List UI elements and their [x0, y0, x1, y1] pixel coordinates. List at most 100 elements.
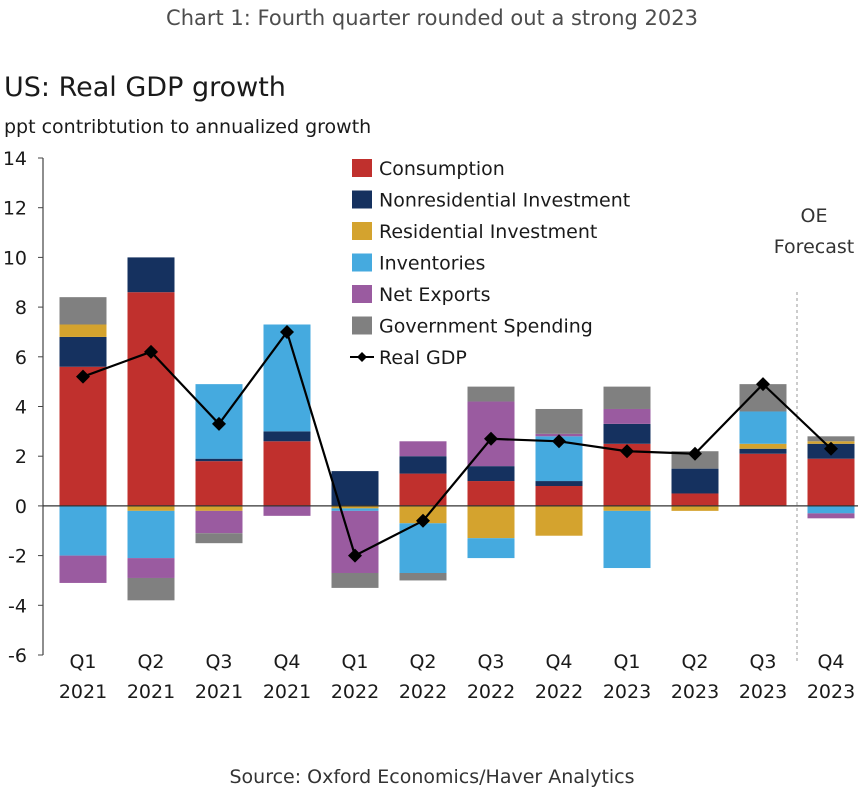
x-tick-label-quarter: Q3	[477, 651, 504, 673]
x-tick-label-quarter: Q2	[137, 651, 164, 673]
legend-swatch-consumption	[352, 159, 372, 177]
x-tick-label-year: 2022	[331, 681, 379, 703]
legend-label-net-exports: Net Exports	[379, 284, 491, 306]
y-tick-label: 4	[15, 397, 27, 419]
legend-label-consumption: Consumption	[379, 158, 505, 180]
chart-title: US: Real GDP growth	[4, 72, 286, 103]
legend-swatch-nonresidential-investment	[352, 190, 372, 209]
x-tick-label-quarter: Q3	[205, 651, 232, 673]
bar-government-spending-q3-2022	[467, 386, 515, 402]
bar-consumption-q3-2023	[739, 453, 787, 506]
bar-inventories-q3-2022	[467, 538, 515, 559]
y-tick-label: 8	[15, 297, 27, 319]
bar-consumption-q4-2022	[535, 486, 583, 506]
bar-inventories-q4-2023	[807, 505, 855, 514]
bar-nonresidential-investment-q1-2023	[603, 423, 651, 444]
y-tick-label: 12	[3, 198, 27, 220]
legend-label-residential-investment: Residential Investment	[379, 221, 597, 243]
bar-residential-investment-q1-2022	[331, 505, 379, 509]
bar-inventories-q1-2021	[59, 505, 107, 556]
bar-consumption-q4-2021	[263, 441, 311, 506]
x-tick-label-quarter: Q1	[341, 651, 368, 673]
legend-swatch-net-exports	[352, 285, 372, 303]
bar-nonresidential-investment-q4-2022	[535, 481, 583, 487]
bar-residential-investment-q1-2021	[59, 324, 107, 337]
bar-government-spending-q1-2022	[331, 572, 379, 588]
x-tick-label-quarter: Q4	[273, 651, 300, 673]
x-tick-label-year: 2023	[807, 681, 855, 703]
chart-banner-title: Chart 1: Fourth quarter rounded out a st…	[166, 6, 698, 30]
x-tick-label-quarter: Q4	[817, 651, 844, 673]
bar-inventories-q1-2022	[331, 508, 379, 511]
bar-consumption-q2-2023	[671, 493, 719, 506]
y-tick-label: -2	[8, 546, 27, 568]
legend-label-nonresidential-investment: Nonresidential Investment	[379, 190, 630, 212]
real-gdp-point-q4-2023	[824, 441, 838, 456]
real-gdp-point-q4-2022	[552, 434, 566, 449]
y-tick-label: -6	[8, 645, 27, 667]
x-tick-label-year: 2022	[399, 681, 447, 703]
bar-net-exports-q1-2021	[59, 555, 107, 583]
bar-government-spending-q4-2022	[535, 408, 583, 434]
real-gdp-line	[82, 329, 832, 558]
bar-government-spending-q2-2022	[399, 572, 447, 581]
real-gdp-point-q1-2021	[76, 369, 90, 384]
x-tick-label-year: 2021	[59, 681, 107, 703]
bar-consumption-q2-2021	[127, 292, 175, 506]
bar-government-spending-q4-2023	[807, 436, 855, 442]
bar-net-exports-q2-2021	[127, 558, 175, 578]
x-tick-label-year: 2021	[127, 681, 175, 703]
chart-subtitle: ppt contribtution to annualized growth	[4, 116, 372, 138]
bar-inventories-q4-2021	[263, 324, 311, 432]
legend-swatch-government-spending	[352, 316, 372, 335]
x-tick-label-year: 2022	[535, 681, 583, 703]
bar-net-exports-q4-2021	[263, 505, 311, 516]
gdp-chart: -6 -4 -2 0 2 4 6 8 10 12 14 OE Forecast Q1 2021 Q2 2021 Q…	[3, 148, 858, 703]
real-gdp-point-q2-2023	[688, 446, 702, 461]
bar-consumption-q3-2021	[195, 461, 243, 506]
x-tick-label-quarter: Q1	[613, 651, 640, 673]
bar-inventories-q1-2023	[603, 510, 651, 569]
bar-nonresidential-investment-q3-2023	[739, 448, 787, 454]
y-tick-label: 2	[15, 446, 27, 468]
real-gdp-point-q3-2022	[484, 431, 498, 446]
x-tick-label-quarter: Q3	[749, 651, 776, 673]
bar-net-exports-q4-2023	[807, 513, 855, 519]
bar-inventories-q2-2022	[399, 523, 447, 573]
bar-net-exports-q2-2022	[399, 441, 447, 457]
y-tick-label: -4	[8, 595, 27, 617]
bar-residential-investment-q1-2023	[603, 505, 651, 511]
x-tick-label-year: 2023	[739, 681, 787, 703]
x-tick-label-year: 2022	[467, 681, 515, 703]
bar-government-spending-q1-2021	[59, 297, 107, 325]
bar-nonresidential-investment-q2-2023	[671, 468, 719, 494]
bar-nonresidential-investment-q1-2021	[59, 336, 107, 367]
real-gdp-point-q2-2021	[144, 344, 158, 359]
bar-consumption-q3-2022	[467, 481, 515, 506]
legend-swatch-residential-investment	[352, 222, 372, 240]
x-tick-label-year: 2023	[603, 681, 651, 703]
real-gdp-point-q3-2023	[756, 377, 770, 392]
bar-government-spending-q3-2021	[195, 533, 243, 544]
x-tick-label-year: 2021	[195, 681, 243, 703]
bar-nonresidential-investment-q3-2021	[195, 458, 243, 462]
legend-label-inventories: Inventories	[379, 253, 485, 275]
bar-residential-investment-q3-2021	[195, 505, 243, 511]
legend-label-real-gdp: Real GDP	[379, 347, 467, 369]
x-tick-label-year: 2021	[263, 681, 311, 703]
real-gdp-point-q1-2022	[348, 548, 362, 563]
source-note: Source: Oxford Economics/Haver Analytics	[229, 766, 635, 788]
legend-marker-real-gdp	[357, 352, 367, 362]
bar-nonresidential-investment-q2-2022	[399, 456, 447, 474]
bar-residential-investment-q2-2023	[671, 505, 719, 511]
bar-nonresidential-investment-q1-2022	[331, 471, 379, 506]
real-gdp-point-q3-2021	[212, 416, 226, 431]
real-gdp-point-q1-2023	[620, 444, 634, 459]
forecast-label-forecast: Forecast	[774, 236, 854, 258]
bar-net-exports-q1-2023	[603, 408, 651, 424]
forecast-label-oe: OE	[801, 205, 828, 227]
real-gdp-point-q4-2021	[280, 324, 294, 339]
bar-residential-investment-q2-2021	[127, 505, 175, 511]
bar-residential-investment-q4-2022	[535, 505, 583, 536]
legend-swatch-inventories	[352, 253, 372, 272]
